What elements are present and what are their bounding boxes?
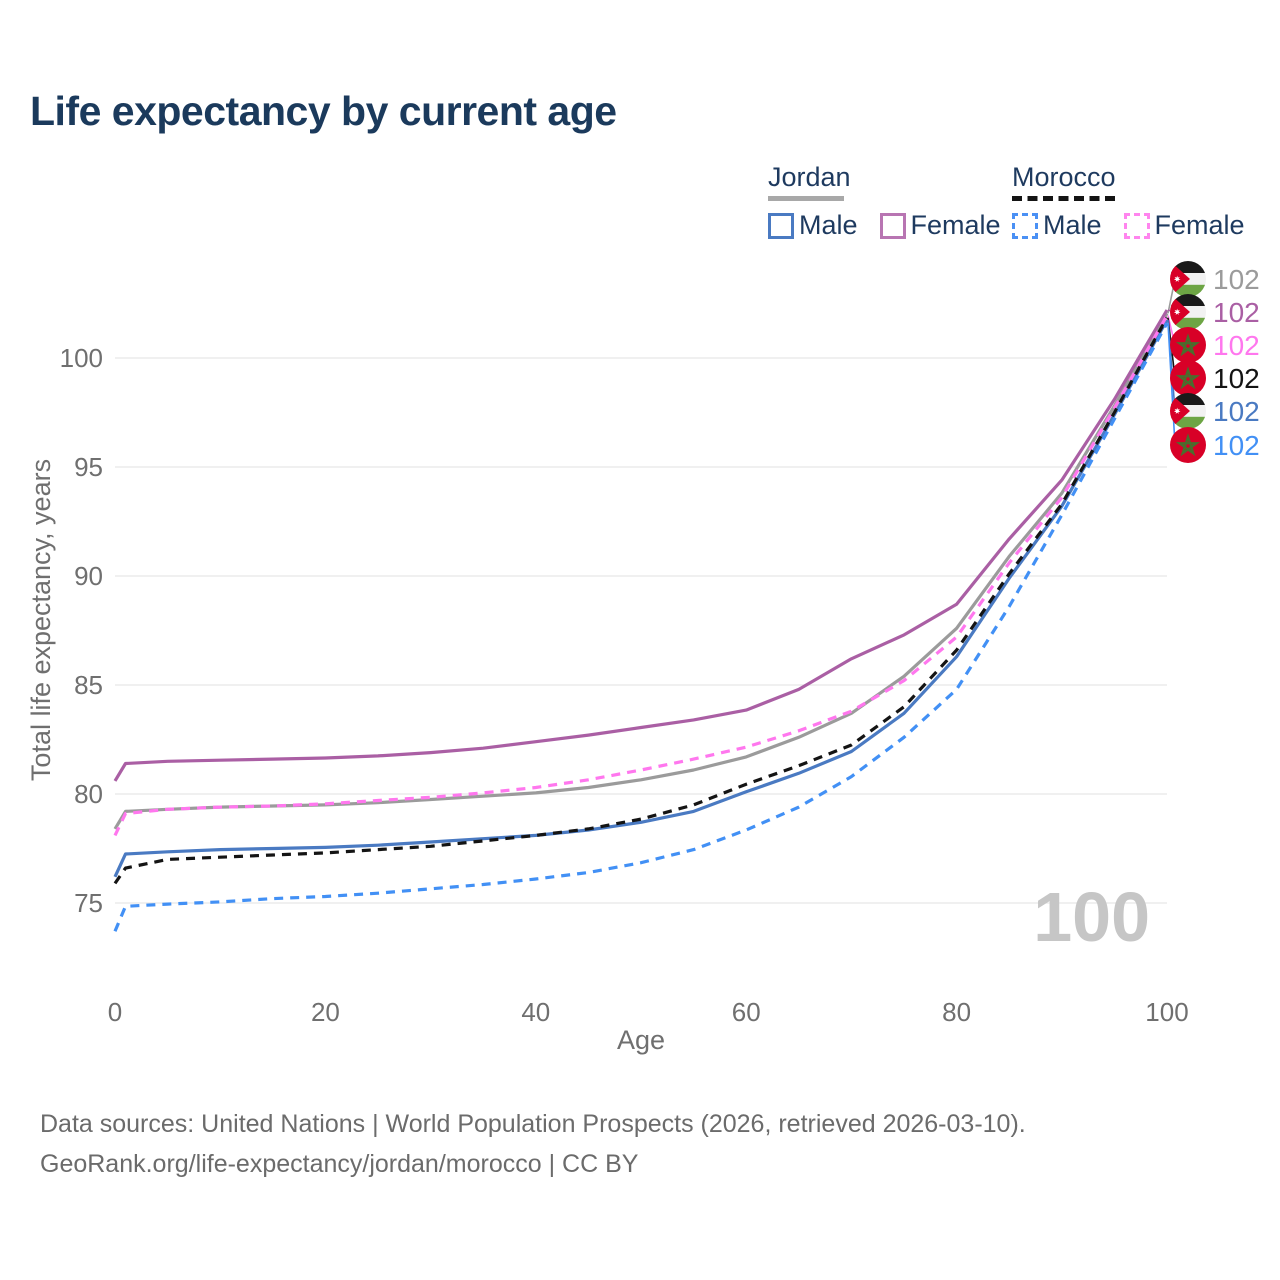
jordan-flag-icon	[1170, 261, 1206, 297]
legend-swatch-morocco-male[interactable]	[1012, 212, 1038, 239]
y-tick-label: 95	[74, 452, 103, 482]
legend-label-morocco-male: Male	[1043, 210, 1102, 240]
y-axis-title: Total life expectancy, years	[26, 459, 56, 781]
footer: Data sources: United Nations | World Pop…	[40, 1104, 1026, 1184]
morocco-flag-icon	[1170, 427, 1206, 463]
legend-country-jordan-label: Jordan	[768, 162, 851, 192]
flag-star	[1175, 433, 1201, 457]
end-value-label: 102	[1213, 297, 1260, 328]
legend-swatch-jordan-female[interactable]	[879, 212, 906, 239]
legend-swatch-jordan-male[interactable]	[768, 212, 794, 239]
line-chart: 75 80 85 90 95 100 100 0 20 40 60 80 100 Age Total lif…	[26, 261, 1260, 1055]
end-value-label: 102	[1213, 363, 1260, 394]
end-value-label: 102	[1213, 264, 1260, 295]
age-counter-watermark: 100	[1033, 878, 1150, 956]
jordan-line-style-swatch	[768, 196, 844, 201]
x-tick-label: 100	[1145, 997, 1188, 1027]
y-tick-label: 75	[74, 888, 103, 918]
flag-star	[1175, 333, 1201, 357]
end-value-label: 102	[1213, 396, 1260, 427]
legend-group-jordan: Jordan Male Female	[768, 162, 1001, 241]
x-tick-label: 80	[942, 997, 971, 1027]
jordan-flag-icon	[1170, 393, 1206, 429]
x-tick-label: 0	[108, 997, 122, 1027]
series-line-jordan-both-sexes[interactable]	[113, 312, 1169, 830]
series-line-jordan-female[interactable]	[113, 309, 1169, 782]
x-tick-label: 40	[521, 997, 550, 1027]
legend-country-morocco[interactable]: Morocco	[1012, 162, 1245, 201]
data-sources-text: Data sources: United Nations | World Pop…	[40, 1110, 1026, 1138]
legend-group-morocco: Morocco Male Female	[1012, 162, 1245, 241]
y-tick-label: 90	[74, 561, 103, 591]
y-tick-label: 85	[74, 670, 103, 700]
series-line-morocco-both-sexes[interactable]	[113, 316, 1169, 885]
morocco-line-style-swatch	[1012, 196, 1115, 201]
chart-legend: Jordan Male Female Morocco Male Female	[0, 0, 1280, 250]
flag-star	[1173, 407, 1181, 415]
page-title: Life expectancy by current age	[30, 88, 617, 134]
legend-country-jordan[interactable]: Jordan	[768, 162, 1001, 201]
y-tick-label: 80	[74, 779, 103, 809]
y-tick-label: 100	[60, 343, 103, 373]
end-value-label: 102	[1213, 430, 1260, 461]
flag-star	[1175, 366, 1201, 390]
flag-star	[1173, 275, 1181, 283]
attribution-text: GeoRank.org/life-expectancy/jordan/moroc…	[40, 1150, 639, 1178]
flag-star	[1173, 308, 1181, 316]
morocco-flag-icon	[1170, 327, 1206, 363]
x-tick-label: 60	[732, 997, 761, 1027]
legend-label-jordan-female: Female	[910, 210, 1001, 240]
legend-label-morocco-female: Female	[1154, 210, 1245, 240]
jordan-flag-icon	[1170, 294, 1206, 330]
series-line-morocco-male[interactable]	[113, 322, 1169, 932]
legend-swatch-morocco-female[interactable]	[1123, 212, 1150, 239]
legend-country-morocco-label: Morocco	[1012, 162, 1116, 192]
x-tick-label: 20	[311, 997, 340, 1027]
morocco-flag-icon	[1170, 360, 1206, 396]
x-axis-title: Age	[617, 1025, 665, 1055]
series-line-jordan-male[interactable]	[113, 319, 1169, 878]
legend-label-jordan-male: Male	[799, 210, 858, 240]
series-line-morocco-female[interactable]	[113, 314, 1169, 837]
end-value-label: 102	[1213, 330, 1260, 361]
